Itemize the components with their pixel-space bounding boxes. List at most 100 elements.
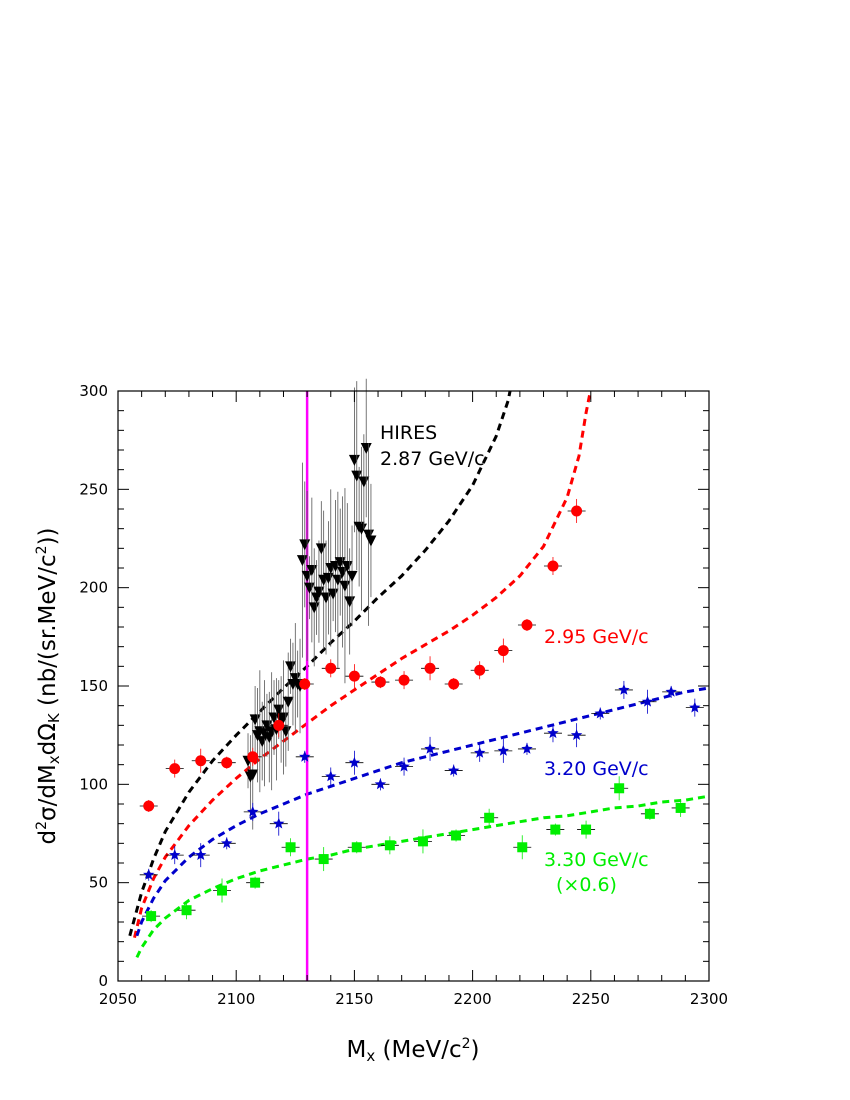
data-point [346, 570, 358, 582]
data-point [451, 830, 462, 841]
data-point [398, 760, 410, 772]
axes: 2050 2100 2150 2200 2250 2300 0 50 100 150 200 250 3… [79, 382, 728, 1008]
data-point [299, 539, 311, 551]
data-point [424, 662, 436, 674]
data-point [247, 751, 259, 763]
data-point [675, 802, 686, 813]
data-point [273, 817, 285, 829]
data-point [547, 727, 559, 739]
y-tick-label: 50 [89, 874, 108, 892]
data-point [581, 824, 592, 835]
series-label: 2.95 GeV/c [544, 626, 649, 648]
series-label: 2.87 GeV/c [380, 448, 485, 470]
data-point [256, 736, 268, 748]
data-points [139, 378, 704, 923]
data-point [247, 769, 259, 781]
data-point [594, 707, 606, 719]
data-point [344, 596, 356, 608]
data-point [249, 714, 261, 726]
x-tick-label: 2150 [335, 990, 373, 1008]
y-tick-label: 0 [98, 972, 108, 990]
data-point [169, 763, 181, 775]
data-point [146, 911, 157, 922]
y-tick-label: 250 [79, 480, 108, 498]
data-point [358, 476, 370, 488]
series-points [139, 498, 586, 812]
data-point [448, 764, 460, 776]
data-point [282, 696, 294, 708]
data-point [273, 719, 285, 731]
data-point [384, 840, 395, 851]
series-points [139, 680, 704, 881]
data-point [570, 729, 583, 740]
data-point [318, 854, 329, 865]
data-point [195, 849, 207, 860]
data-point [398, 674, 410, 686]
data-point [521, 742, 533, 754]
x-tick-label: 2250 [572, 990, 610, 1008]
data-point [571, 505, 583, 517]
data-point [618, 683, 630, 695]
series-label: 3.30 GeV/c [544, 849, 649, 871]
data-point [143, 800, 155, 812]
data-point [614, 783, 625, 794]
data-point [448, 678, 460, 690]
x-tick-label: 2200 [454, 990, 492, 1008]
y-axis-title: d2σ/dMxdΩK (nb/(sr.MeV/c2)) [34, 527, 63, 844]
data-point [374, 676, 386, 688]
data-point [351, 842, 362, 853]
series-label: 3.20 GeV/c [544, 758, 649, 780]
data-point [497, 645, 509, 657]
data-point [217, 885, 228, 896]
data-point [308, 602, 320, 614]
data-point [221, 837, 233, 849]
y-tick-label: 300 [79, 382, 108, 400]
data-point [374, 778, 387, 790]
model-curve [133, 391, 592, 939]
data-point [285, 661, 297, 673]
data-point [247, 805, 259, 817]
data-point [517, 842, 528, 853]
model-curve [135, 794, 709, 959]
y-tick-label: 100 [79, 775, 108, 793]
data-point [417, 836, 428, 847]
data-point [303, 582, 315, 594]
data-point [299, 750, 311, 762]
data-point [641, 695, 654, 707]
data-point [497, 744, 509, 756]
series-points [142, 776, 690, 923]
data-point [360, 443, 372, 455]
data-point [644, 808, 655, 819]
series-label: HIRES [380, 422, 437, 444]
x-tick-label: 2300 [690, 990, 728, 1008]
data-point [320, 592, 332, 604]
data-point [521, 619, 533, 631]
series-label: (×0.6) [556, 874, 617, 896]
data-point [325, 770, 337, 782]
x-axis-title: Mx (MeV/c2) [346, 1036, 479, 1065]
data-point [221, 757, 233, 769]
data-point [348, 756, 361, 768]
data-point [550, 824, 561, 835]
data-point [547, 560, 559, 572]
data-point [299, 678, 311, 690]
data-point [250, 877, 261, 888]
data-point [315, 543, 327, 555]
data-point [689, 701, 701, 713]
data-point [195, 755, 207, 767]
model-curve [135, 686, 709, 937]
series-points [242, 378, 377, 830]
x-tick-label: 2100 [217, 990, 255, 1008]
data-point [424, 742, 436, 754]
data-point [348, 670, 360, 682]
data-point [484, 812, 495, 823]
data-point [474, 746, 486, 758]
data-point [348, 454, 360, 466]
data-point [143, 868, 155, 880]
x-tick-label: 2050 [99, 990, 137, 1008]
data-point [665, 685, 677, 697]
data-point [285, 842, 296, 853]
data-point [474, 664, 486, 676]
data-point [325, 662, 337, 674]
data-point [169, 849, 181, 860]
